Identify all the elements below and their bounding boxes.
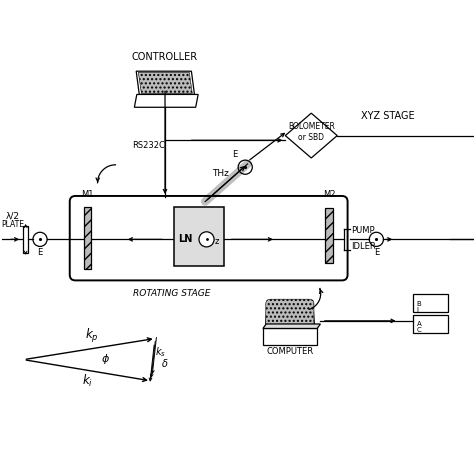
- Circle shape: [369, 232, 383, 246]
- Polygon shape: [265, 301, 315, 328]
- Text: $\phi$: $\phi$: [101, 352, 110, 366]
- Text: LN: LN: [178, 234, 192, 245]
- Polygon shape: [285, 113, 337, 158]
- Text: λ/2: λ/2: [6, 211, 19, 220]
- Text: XYZ STAGE: XYZ STAGE: [361, 111, 414, 121]
- FancyBboxPatch shape: [266, 299, 314, 332]
- Text: $\delta$: $\delta$: [161, 357, 169, 369]
- Text: THz: THz: [212, 169, 229, 178]
- Text: E: E: [37, 248, 43, 257]
- Text: $k_i$: $k_i$: [82, 374, 93, 390]
- Polygon shape: [263, 324, 320, 328]
- Polygon shape: [263, 328, 317, 346]
- Text: or SBD: or SBD: [298, 133, 324, 142]
- Bar: [23, 226, 28, 253]
- Text: COMPUTER: COMPUTER: [266, 347, 314, 356]
- Text: PLATE: PLATE: [1, 220, 24, 229]
- Text: BOLOMETER: BOLOMETER: [288, 122, 335, 131]
- Bar: [84, 207, 91, 269]
- Bar: [413, 315, 448, 333]
- Circle shape: [238, 160, 252, 174]
- Polygon shape: [138, 72, 192, 93]
- Polygon shape: [134, 94, 198, 107]
- Text: z: z: [215, 237, 219, 246]
- Text: ROTATING STAGE: ROTATING STAGE: [133, 289, 211, 298]
- Text: A
C: A C: [417, 321, 421, 333]
- Bar: [413, 294, 448, 312]
- Text: M1: M1: [82, 190, 94, 199]
- Text: E: E: [374, 248, 379, 257]
- Text: IDLER: IDLER: [351, 242, 376, 251]
- Text: M2: M2: [323, 190, 336, 199]
- FancyBboxPatch shape: [70, 196, 347, 281]
- Polygon shape: [136, 71, 194, 94]
- Bar: [174, 207, 224, 266]
- Text: E: E: [232, 150, 237, 159]
- Text: B
I: B I: [417, 301, 421, 313]
- Text: RS232C: RS232C: [132, 141, 165, 150]
- Text: $k_p$: $k_p$: [85, 327, 99, 345]
- Text: CONTROLLER: CONTROLLER: [132, 52, 198, 62]
- Circle shape: [33, 232, 47, 246]
- Text: PUMP: PUMP: [351, 227, 375, 236]
- Bar: [326, 208, 333, 263]
- Circle shape: [199, 232, 214, 247]
- Text: $k_s$: $k_s$: [155, 345, 166, 359]
